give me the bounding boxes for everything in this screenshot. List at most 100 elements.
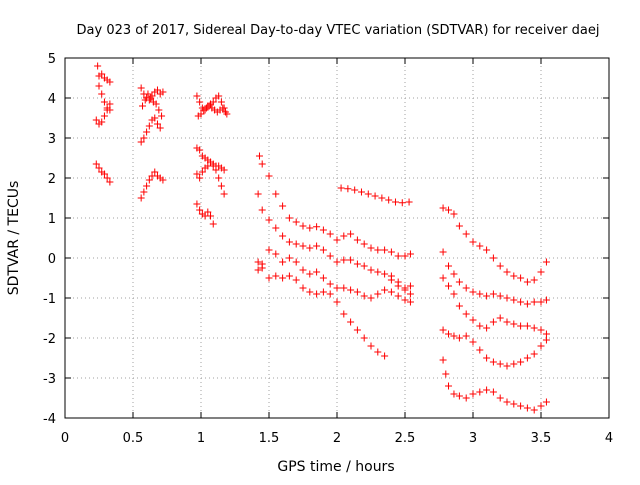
data-point [155, 106, 163, 114]
data-point [299, 266, 307, 274]
series-s18 [337, 184, 413, 207]
data-point [503, 268, 511, 276]
data-point [100, 98, 108, 106]
data-point [385, 196, 393, 204]
data-point [439, 326, 447, 334]
data-point [353, 260, 361, 268]
data-point [333, 236, 341, 244]
data-point [455, 222, 463, 230]
data-point [445, 262, 453, 270]
data-point [100, 112, 108, 120]
data-point [496, 360, 504, 368]
data-point [254, 190, 262, 198]
series-s21 [439, 274, 550, 338]
data-point [196, 98, 204, 106]
data-point [537, 298, 545, 306]
data-point [313, 242, 321, 250]
data-point [313, 268, 321, 276]
data-point [292, 218, 300, 226]
data-point [510, 400, 518, 408]
data-point [103, 174, 111, 182]
data-point [367, 294, 375, 302]
x-tick-label: 2.5 [395, 431, 416, 446]
data-point [381, 286, 389, 294]
data-point [279, 232, 287, 240]
data-point [469, 288, 477, 296]
series-s20 [439, 248, 550, 308]
data-point [319, 274, 327, 282]
y-tick-label: 3 [48, 132, 56, 147]
x-tick-label: 4 [605, 431, 613, 446]
series-s19 [439, 204, 550, 286]
y-tick-label: 2 [48, 172, 56, 187]
x-tick-label: 2 [333, 431, 341, 446]
series-s10 [194, 102, 229, 120]
data-point [306, 288, 314, 296]
data-point [220, 190, 228, 198]
series-s2 [95, 82, 114, 114]
data-point [106, 100, 114, 108]
data-point [360, 292, 368, 300]
data-point [360, 334, 368, 342]
data-point [542, 258, 550, 266]
data-point [517, 274, 525, 282]
data-point [489, 254, 497, 262]
data-point [145, 122, 153, 130]
data-point [153, 120, 161, 128]
data-point [306, 270, 314, 278]
data-point [159, 176, 167, 184]
data-point [326, 252, 334, 260]
data-point [367, 342, 375, 350]
x-axis-label: GPS time / hours [277, 459, 394, 475]
data-point [94, 62, 102, 70]
data-point [462, 284, 470, 292]
series-s5 [137, 84, 167, 104]
data-point [517, 358, 525, 366]
data-point [381, 246, 389, 254]
data-point [439, 248, 447, 256]
y-axis-label: SDTVAR / TECUs [6, 181, 22, 296]
data-point [476, 322, 484, 330]
data-point [537, 326, 545, 334]
data-point [406, 298, 414, 306]
data-point [212, 166, 220, 174]
data-point [394, 252, 402, 260]
data-point [254, 266, 262, 274]
data-point [207, 158, 215, 166]
data-point [496, 314, 504, 322]
data-point [333, 284, 341, 292]
data-point [469, 390, 477, 398]
series-s8 [137, 168, 167, 202]
data-point [141, 96, 149, 104]
y-tick-label: 5 [48, 52, 56, 67]
data-point [530, 350, 538, 358]
data-point [285, 272, 293, 280]
data-point [272, 190, 280, 198]
data-point [387, 272, 395, 280]
data-point [137, 138, 145, 146]
data-point [367, 244, 375, 252]
data-point [337, 184, 345, 192]
data-point [272, 250, 280, 258]
data-point [483, 246, 491, 254]
data-point [215, 174, 223, 182]
data-point [510, 360, 518, 368]
data-point [292, 240, 300, 248]
data-point [279, 202, 287, 210]
series-s13 [193, 200, 217, 228]
data-point [523, 404, 531, 412]
data-point [406, 282, 414, 290]
data-point [347, 230, 355, 238]
data-point [462, 394, 470, 402]
data-point [159, 88, 167, 96]
data-point [140, 134, 148, 142]
series-s23 [439, 356, 550, 414]
data-point [98, 70, 106, 78]
data-point [106, 78, 114, 86]
data-point [523, 300, 531, 308]
data-point [306, 224, 314, 232]
data-point [326, 290, 334, 298]
data-point [489, 358, 497, 366]
data-point [219, 104, 227, 112]
